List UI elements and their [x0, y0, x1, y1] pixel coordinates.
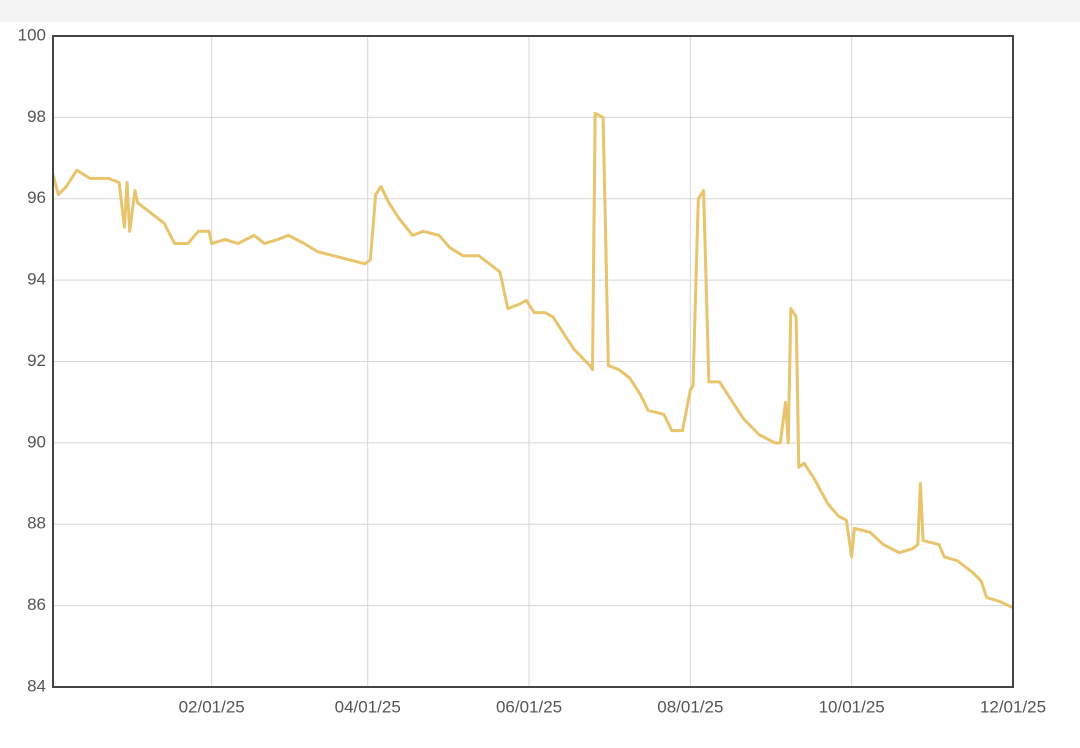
x-tick-label: 04/01/25	[335, 697, 401, 716]
top-band	[0, 0, 1080, 22]
y-tick-label: 88	[27, 514, 46, 533]
x-tick-label: 10/01/25	[819, 697, 885, 716]
y-tick-label: 92	[27, 351, 46, 370]
x-tick-label: 08/01/25	[657, 697, 723, 716]
y-tick-label: 98	[27, 107, 46, 126]
y-tick-label: 100	[18, 25, 46, 44]
x-tick-label: 12/01/25	[980, 697, 1046, 716]
y-tick-label: 86	[27, 595, 46, 614]
x-tick-label: 02/01/25	[179, 697, 245, 716]
x-tick-label: 06/01/25	[496, 697, 562, 716]
y-tick-label: 84	[27, 676, 46, 695]
y-tick-label: 96	[27, 188, 46, 207]
plot-border	[52, 35, 1014, 688]
data-line	[51, 111, 1014, 610]
y-tick-label: 94	[27, 270, 46, 289]
y-tick-label: 90	[27, 432, 46, 451]
